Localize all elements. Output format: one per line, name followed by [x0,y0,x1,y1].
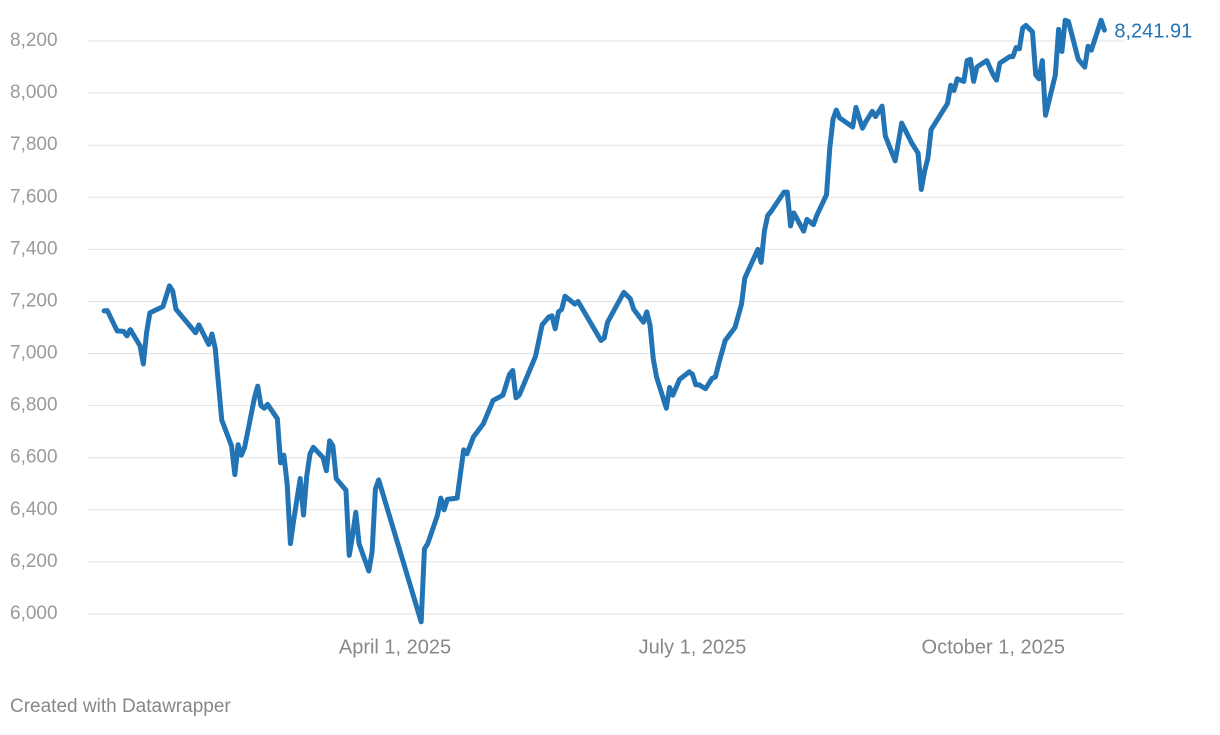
y-tick-label: 7,600 [10,186,58,207]
y-tick-label: 8,200 [10,30,58,51]
x-tick-label: April 1, 2025 [339,636,451,658]
credit: Created with Datawrapper [10,696,231,717]
y-tick-label: 6,200 [10,551,58,572]
y-tick-label: 6,800 [10,395,58,416]
y-tick-label: 7,400 [10,238,58,259]
y-tick-label: 6,000 [10,603,58,624]
y-tick-label: 6,400 [10,499,58,520]
y-tick-label: 6,600 [10,447,58,468]
end-value-label: 8,241.91 [1114,20,1192,42]
y-tick-label: 7,000 [10,343,58,364]
x-tick-label: July 1, 2025 [639,636,747,658]
y-tick-label: 8,000 [10,82,58,103]
x-tick-label: October 1, 2025 [922,636,1065,658]
y-tick-label: 7,800 [10,134,58,155]
line [101,17,1107,625]
y-tick-label: 7,200 [10,290,58,311]
